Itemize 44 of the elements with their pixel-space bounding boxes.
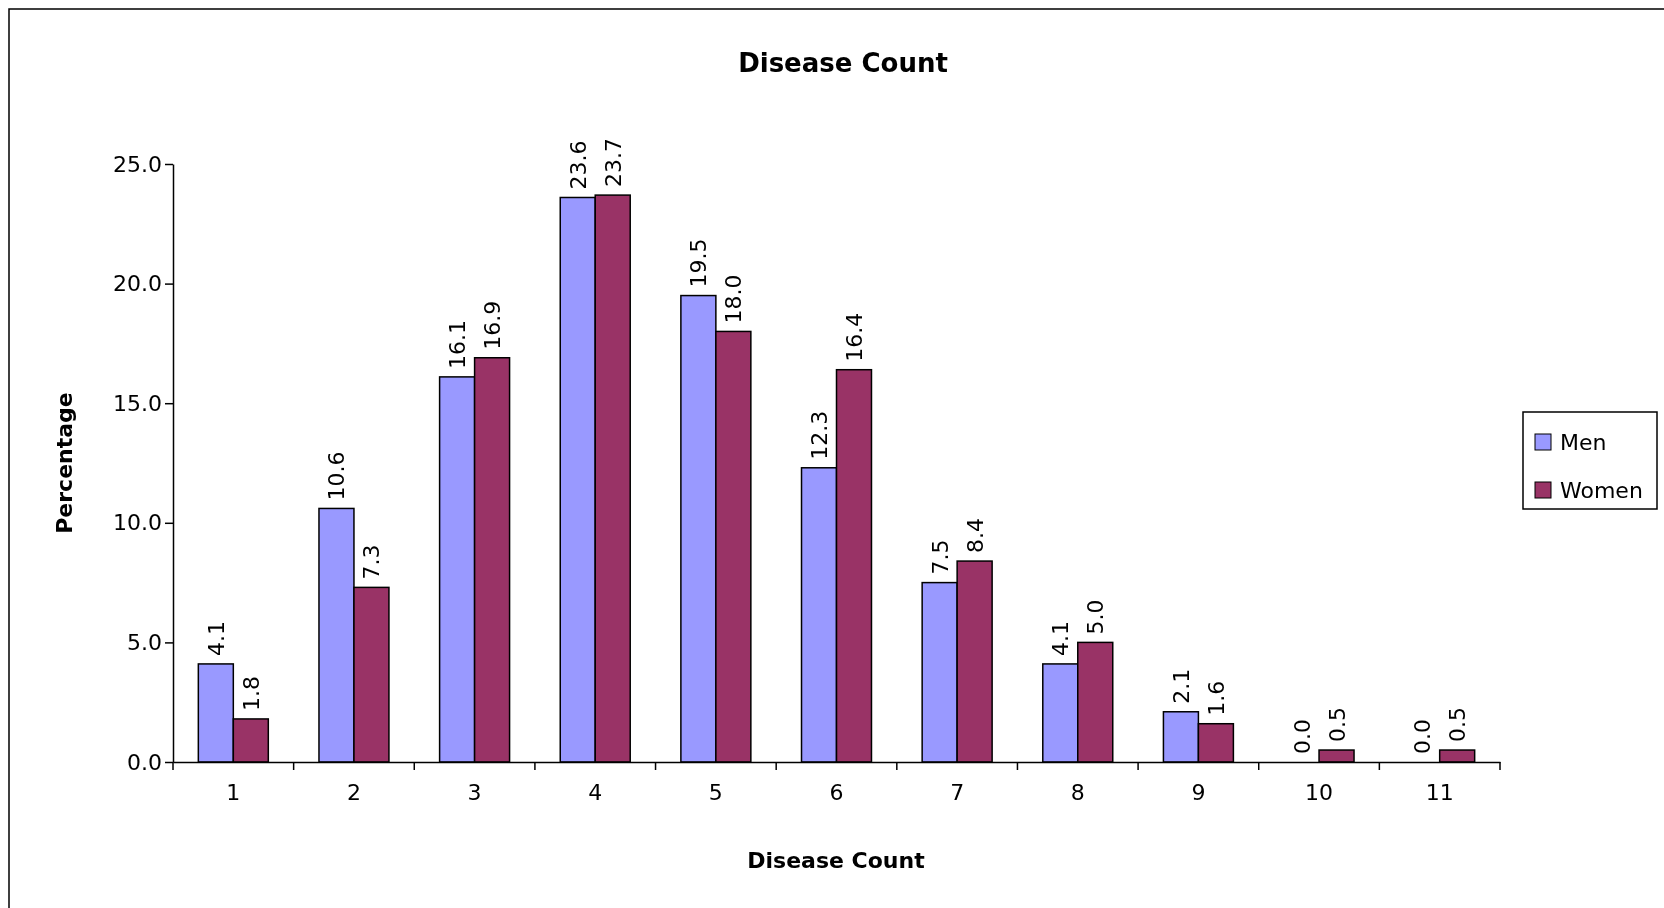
x-tick-label: 6 <box>829 780 844 806</box>
data-label: 4.1 <box>1048 620 1074 656</box>
data-label: 23.7 <box>600 138 626 188</box>
y-tick-label: 5.0 <box>127 629 162 655</box>
data-label: 1.8 <box>238 675 264 711</box>
data-label: 12.3 <box>807 410 833 460</box>
data-label: 7.5 <box>927 539 953 575</box>
x-tick-label: 10 <box>1305 780 1334 806</box>
x-axis-title: Disease Count <box>747 848 926 873</box>
data-label: 16.4 <box>841 312 867 362</box>
data-label: 5.0 <box>1083 599 1109 635</box>
y-tick-label: 15.0 <box>113 390 162 416</box>
x-tick-label: 8 <box>1070 780 1085 806</box>
x-tick-label: 7 <box>950 780 965 806</box>
data-label: 16.1 <box>445 319 471 369</box>
data-label: 0.5 <box>1324 707 1350 743</box>
y-axis-title: Percentage <box>52 392 77 534</box>
x-tick-label: 5 <box>708 780 723 806</box>
data-label: 8.4 <box>962 518 988 554</box>
data-label: 19.5 <box>686 238 712 288</box>
y-tick-label: 25.0 <box>113 151 162 177</box>
y-tick-label: 0.0 <box>127 749 162 775</box>
x-tick-label: 9 <box>1191 780 1206 806</box>
data-label: 0.0 <box>1289 719 1315 754</box>
x-tick-label: 2 <box>346 780 361 806</box>
data-label: 4.1 <box>203 620 229 656</box>
legend-label: Men <box>1560 430 1607 455</box>
x-tick-label: 3 <box>467 780 482 806</box>
data-label: 7.3 <box>359 544 385 580</box>
legend-label: Women <box>1560 478 1643 503</box>
x-tick-label: 11 <box>1425 780 1454 806</box>
data-label: 16.9 <box>480 300 506 350</box>
data-label: 18.0 <box>721 274 747 324</box>
x-tick-label: 1 <box>226 780 241 806</box>
data-label: 0.5 <box>1445 707 1471 743</box>
x-tick-label: 4 <box>588 780 603 806</box>
data-label: 23.6 <box>565 140 591 190</box>
chart-title: Disease Count <box>738 48 948 78</box>
data-label: 0.0 <box>1410 719 1436 754</box>
data-label: 1.6 <box>1203 680 1229 716</box>
data-label: 10.6 <box>324 451 350 501</box>
y-tick-label: 10.0 <box>113 510 162 536</box>
data-label: 2.1 <box>1168 668 1194 704</box>
y-tick-label: 20.0 <box>113 271 162 297</box>
